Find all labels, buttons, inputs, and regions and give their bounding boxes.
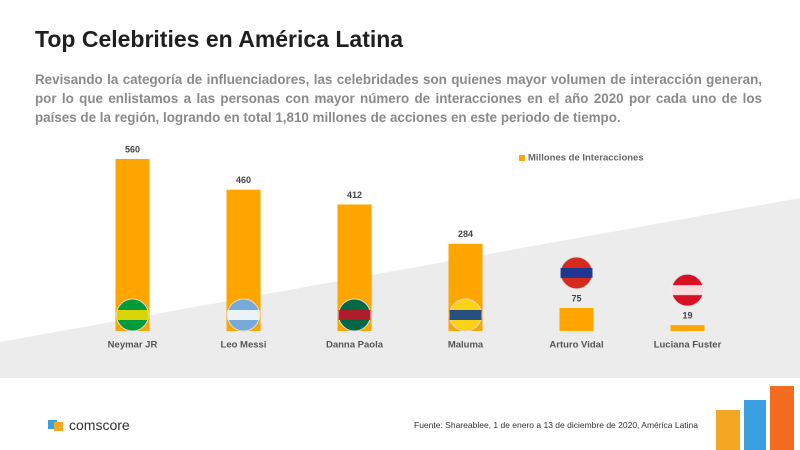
bar — [559, 307, 594, 331]
value-label: 560 — [125, 144, 140, 154]
flag — [338, 298, 371, 332]
flag-detail — [671, 285, 704, 296]
flag-detail — [560, 267, 593, 278]
category-label: Luciana Fuster — [654, 340, 722, 351]
background-band — [0, 198, 800, 378]
title: Top Celebrities en América Latina — [35, 26, 404, 52]
category-label: Arturo Vidal — [549, 340, 603, 351]
logo: comscore — [48, 417, 130, 433]
category-label: Danna Paola — [326, 340, 384, 351]
value-label: 412 — [347, 190, 362, 200]
legend-swatch — [519, 155, 525, 161]
flag — [449, 298, 482, 332]
decor-blocks — [716, 386, 794, 450]
logo-text: comscore — [69, 417, 130, 433]
flag-detail — [227, 310, 260, 320]
value-label: 460 — [236, 175, 251, 185]
subtitle: Revisando la categoría de influenciadore… — [35, 72, 762, 125]
value-label: 284 — [458, 229, 473, 239]
bar — [670, 325, 705, 331]
flag — [671, 273, 704, 307]
category-label: Maluma — [448, 340, 484, 351]
flag — [560, 256, 593, 290]
value-label: 19 — [682, 311, 692, 321]
source: Fuente: Shareablee, 1 de enero a 13 de d… — [414, 420, 698, 430]
category-label: Leo Messi — [221, 340, 267, 351]
legend-label: Millones de Interacciones — [528, 153, 644, 164]
flag-detail — [116, 310, 149, 320]
flag-detail — [449, 310, 482, 320]
category-label: Neymar JR — [108, 340, 158, 351]
flag — [116, 298, 149, 332]
flag-detail — [338, 310, 371, 320]
value-label: 75 — [571, 293, 581, 303]
logo-icon — [48, 420, 63, 431]
flag — [227, 298, 260, 332]
